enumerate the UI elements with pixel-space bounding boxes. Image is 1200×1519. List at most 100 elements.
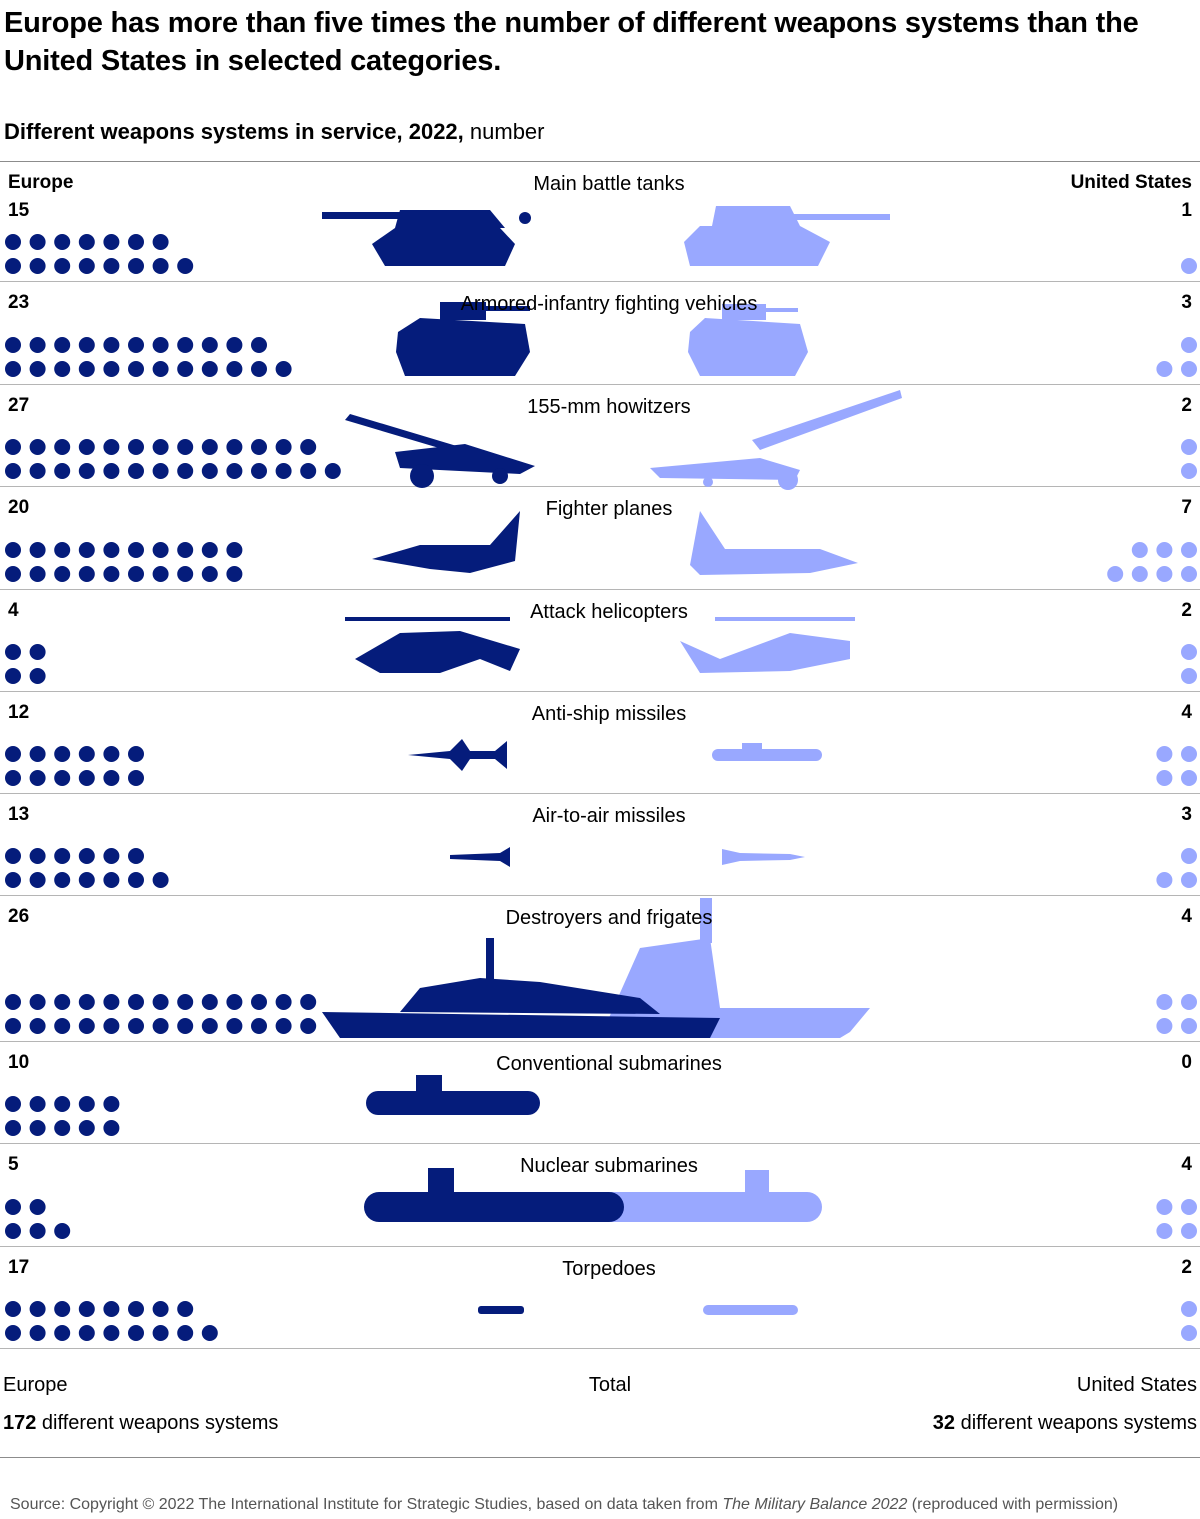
air-to-air-missile-icon <box>450 847 805 867</box>
europe-dot <box>5 994 21 1010</box>
europe-dot <box>177 258 194 274</box>
europe-dot <box>54 1096 71 1112</box>
category-label: Destroyers and frigates <box>505 907 713 929</box>
europe-dot <box>5 1301 21 1317</box>
europe-dot <box>300 1018 317 1034</box>
dot-matrix <box>5 1301 1197 1341</box>
europe-dot <box>5 439 21 455</box>
us-column-header: United States <box>1070 172 1192 193</box>
europe-dot <box>29 994 46 1010</box>
europe-dot <box>5 1120 21 1136</box>
europe-dot <box>29 1301 46 1317</box>
europe-dot <box>201 439 218 455</box>
europe-dot <box>29 258 46 274</box>
helicopter-icon <box>345 617 855 673</box>
subtitle-bold: Different weapons systems in service, 20… <box>4 119 464 144</box>
us-howitzer-silhouette <box>650 390 902 490</box>
europe-dot <box>251 994 267 1010</box>
europe-dot <box>5 361 21 377</box>
europe-dot <box>54 1018 71 1034</box>
europe-dot <box>251 1018 267 1034</box>
category-label: Fighter planes <box>545 498 673 520</box>
europe-dot <box>29 746 46 762</box>
category-row: Fighter planes 20 7 <box>0 487 1200 590</box>
us-dot <box>1156 994 1173 1010</box>
europe-dot <box>5 1223 21 1239</box>
europe-dot <box>78 1018 95 1034</box>
us-value: 3 <box>1181 804 1192 825</box>
us-dot <box>1156 361 1173 377</box>
europe-dot <box>177 337 194 353</box>
us-dot <box>1156 1223 1173 1239</box>
us-torpedo-silhouette <box>703 1305 798 1315</box>
us-dot <box>1181 361 1197 377</box>
europe-dot <box>54 994 71 1010</box>
europe-value: 26 <box>8 906 30 927</box>
europe-dot <box>5 337 21 353</box>
chart-subtitle: Different weapons systems in service, 20… <box>4 118 545 146</box>
europe-dot <box>201 463 218 479</box>
us-value: 3 <box>1181 292 1192 313</box>
europe-dot <box>78 463 95 479</box>
dot-matrix <box>5 994 1197 1034</box>
europe-dot <box>54 463 71 479</box>
howitzer-icon <box>345 390 902 490</box>
dot-matrix <box>5 439 1197 479</box>
europe-dot <box>78 337 95 353</box>
europe-helicopter-silhouette <box>345 617 520 673</box>
dot-matrix <box>5 1199 1197 1239</box>
europe-conventional-submarine-silhouette <box>366 1075 540 1115</box>
category-row: 155-mm howitzers 27 2 <box>0 385 1200 490</box>
category-label: Conventional submarines <box>496 1053 722 1075</box>
top-divider <box>0 161 1200 162</box>
europe-dot <box>5 463 21 479</box>
dot-matrix <box>5 1096 120 1136</box>
us-dot <box>1156 566 1173 582</box>
us-dot <box>1107 566 1124 582</box>
category-row: Destroyers and frigates 26 4 <box>0 896 1200 1042</box>
us-dot <box>1181 463 1197 479</box>
europe-dot <box>152 337 169 353</box>
europe-dot <box>300 994 317 1010</box>
europe-dot <box>128 770 144 786</box>
europe-dot <box>5 848 21 864</box>
totals-europe-label: Europe <box>3 1374 68 1396</box>
us-value: 4 <box>1181 906 1192 927</box>
europe-dot <box>103 258 120 274</box>
nuclear-submarine-icon <box>364 1168 822 1222</box>
totals-us-label: United States <box>1076 1374 1197 1396</box>
europe-dot <box>103 1325 120 1341</box>
us-dot <box>1156 542 1173 558</box>
us-value: 2 <box>1181 600 1192 621</box>
europe-dot <box>128 463 144 479</box>
us-dot <box>1181 1301 1197 1317</box>
us-dot <box>1181 994 1197 1010</box>
europe-torpedo-silhouette <box>478 1306 524 1314</box>
source-note: Source: Copyright © 2022 The Internation… <box>10 1496 1118 1514</box>
europe-dot <box>103 1301 120 1317</box>
us-dot <box>1131 542 1148 558</box>
europe-dot <box>5 566 21 582</box>
europe-dot <box>226 1018 243 1034</box>
europe-dot <box>177 1018 194 1034</box>
totals-label: Total <box>588 1374 632 1396</box>
europe-dot <box>78 542 95 558</box>
conventional-submarine-icon <box>366 1075 540 1115</box>
europe-dot <box>54 1301 71 1317</box>
us-dot <box>1181 1325 1197 1341</box>
europe-dot <box>29 1325 46 1341</box>
europe-dot <box>152 872 169 888</box>
source-italic: The Military Balance 2022 <box>722 1496 908 1513</box>
dot-matrix <box>5 848 1197 888</box>
us-dot <box>1156 770 1173 786</box>
category-row: Armored-infantry fighting vehicles 23 3 <box>0 282 1200 385</box>
europe-dot <box>103 542 120 558</box>
europe-dot <box>29 234 46 250</box>
us-dot <box>1181 439 1197 455</box>
europe-dot <box>275 1018 292 1034</box>
us-helicopter-silhouette <box>680 617 855 673</box>
europe-dot <box>29 1096 46 1112</box>
category-label: Armored-infantry fighting vehicles <box>460 293 758 315</box>
europe-dot <box>103 234 120 250</box>
europe-dot <box>54 542 71 558</box>
